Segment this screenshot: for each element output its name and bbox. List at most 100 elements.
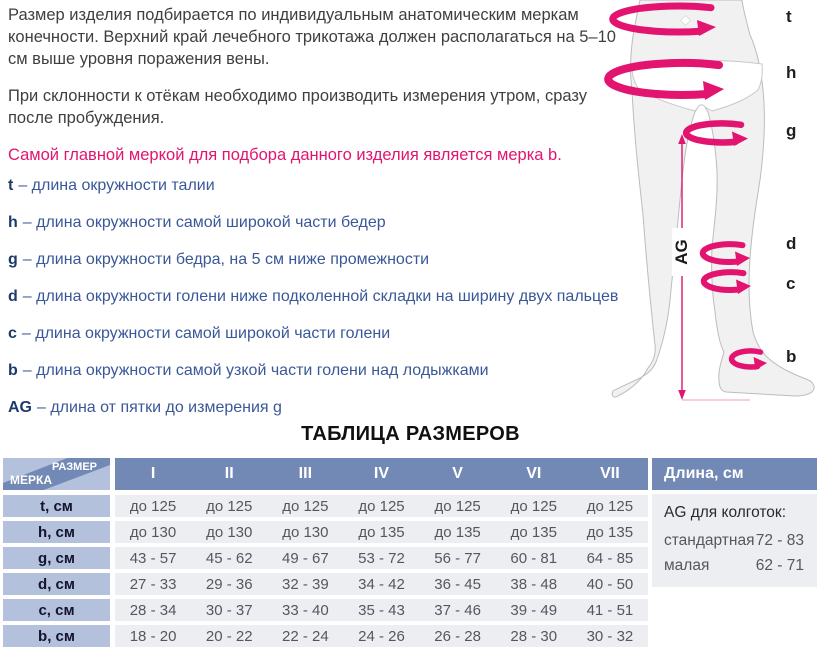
measure-key: d (8, 288, 18, 305)
table-cell: до 135 (434, 523, 481, 541)
list-item: c – длина окружности самой широкой части … (8, 324, 622, 343)
size-table: РАЗМЕР МЕРКА I II III IV V VI VII t, см … (3, 458, 648, 649)
column-header: VII (600, 465, 620, 482)
table-cell: 34 - 42 (358, 575, 405, 593)
label-b: b (786, 347, 796, 366)
column-header: IV (373, 465, 390, 482)
length-option-row: стандартная 72 - 83 (664, 532, 804, 550)
table-cell: до 125 (586, 497, 634, 515)
length-panel: Длина, см AG для колготок: стандартная 7… (652, 458, 817, 587)
table-cell: 36 - 45 (434, 575, 481, 593)
length-panel-subtitle: AG для колготок: (664, 504, 786, 521)
list-item: t – длина окружности талии (8, 176, 622, 195)
table-cell: до 135 (586, 523, 634, 541)
table-cell: 27 - 33 (129, 575, 177, 593)
arrow-g (682, 120, 748, 146)
table-cell: 29 - 36 (205, 575, 253, 593)
measure-desc: – длина окружности бедра, на 5 см ниже п… (22, 251, 430, 268)
size-column-headers: I II III IV V VI VII (115, 458, 648, 490)
measurement-definitions-list: t – длина окружности талии h – длина окруж… (8, 176, 622, 417)
table-row: t, см до 125 до 125 до 125 до 125 до 125… (3, 495, 648, 517)
column-header: II (224, 465, 234, 482)
legs-figure-illustration: AG (604, 0, 815, 401)
table-cell: до 125 (434, 497, 481, 515)
table-cell: до 125 (510, 497, 557, 515)
table-cell: до 130 (129, 523, 177, 541)
list-item: g – длина окружности бедра, на 5 см ниже … (8, 250, 622, 269)
intro-section: Размер изделия подбирается по индивидуал… (8, 4, 622, 435)
row-label: g, см (3, 547, 110, 569)
row-cells: 28 - 34 30 - 37 33 - 40 35 - 43 37 - 46 … (115, 599, 648, 621)
table-cell: 45 - 62 (205, 549, 253, 567)
table-cell: 20 - 22 (205, 627, 253, 645)
table-cell: 49 - 67 (282, 549, 329, 567)
measure-desc: – длина окружности голени ниже подколенн… (22, 288, 619, 305)
table-cell: 38 - 48 (510, 575, 558, 593)
ag-label-backing (672, 228, 692, 276)
column-header: III (298, 465, 313, 482)
row-label: t, см (3, 495, 110, 517)
table-cell: 30 - 37 (205, 601, 253, 619)
measure-arrows (604, 2, 767, 370)
measure-key: b (8, 362, 18, 379)
length-option-name: малая (664, 557, 710, 574)
ag-label: AG (672, 239, 691, 265)
measure-desc: – длина окружности самой узкой части гол… (22, 362, 489, 379)
table-row: h, см до 130 до 130 до 130 до 135 до 135… (3, 521, 648, 543)
column-header: VI (526, 465, 542, 482)
table-cell: 24 - 26 (358, 627, 405, 645)
waist-marker-diamond (679, 14, 692, 27)
table-cell: 35 - 43 (358, 601, 405, 619)
table-cell: до 130 (206, 523, 253, 541)
label-h: h (786, 63, 796, 82)
table-cell: 37 - 46 (434, 601, 481, 619)
arrow-c (700, 269, 751, 294)
table-cell: 28 - 30 (510, 627, 558, 645)
table-cell: 41 - 51 (586, 601, 634, 619)
row-cells: до 130 до 130 до 130 до 135 до 135 до 13… (115, 521, 648, 543)
corner-measure-label: МЕРКА (10, 473, 52, 487)
table-cell: до 135 (510, 523, 557, 541)
arrow-t (609, 2, 716, 36)
list-item: AG – длина от пятки до измерения g (8, 398, 622, 417)
length-panel-header: Длина, см (652, 458, 817, 490)
intro-highlight-note: Самой главной меркой для подбора данного… (8, 146, 562, 164)
table-cell: 33 - 40 (282, 601, 329, 619)
label-c: c (786, 274, 795, 293)
table-cell: 43 - 57 (129, 549, 177, 567)
table-cell: 40 - 50 (586, 575, 634, 593)
measure-desc: – длина от пятки до измерения g (37, 399, 282, 416)
table-cell: до 135 (358, 523, 405, 541)
table-cell: до 125 (129, 497, 177, 515)
length-panel-body: AG для колготок: стандартная 72 - 83 мал… (652, 494, 817, 587)
measure-key: c (8, 325, 17, 342)
table-row: b, см 18 - 20 20 - 22 22 - 24 24 - 26 26… (3, 625, 648, 647)
intro-paragraph-1: Размер изделия подбирается по индивидуал… (8, 6, 616, 68)
table-cell: 39 - 49 (510, 601, 558, 619)
table-cell: до 125 (358, 497, 405, 515)
column-header: I (150, 465, 156, 482)
table-cell: до 125 (282, 497, 329, 515)
label-d: d (786, 234, 796, 253)
list-item: h – длина окружности самой широкой части … (8, 213, 622, 232)
measure-key: g (8, 251, 18, 268)
length-option-value: 72 - 83 (755, 532, 804, 549)
length-option-name: стандартная (664, 532, 755, 549)
measure-key: AG (8, 399, 32, 416)
corner-size-label: РАЗМЕР (51, 461, 97, 473)
label-t: t (786, 7, 792, 26)
measure-key: h (8, 214, 18, 231)
measure-desc: – длина окружности самой широкой части б… (22, 214, 386, 231)
row-label: h, см (3, 521, 110, 543)
column-header: V (452, 465, 463, 482)
row-label: c, см (3, 599, 110, 621)
table-cell: 26 - 28 (434, 627, 481, 645)
intro-paragraph-2: При склонности к отёкам необходимо произ… (8, 87, 587, 127)
row-cells: 27 - 33 29 - 36 32 - 39 34 - 42 36 - 45 … (115, 573, 648, 595)
table-cell: 28 - 34 (129, 601, 177, 619)
table-cell: 22 - 24 (282, 627, 329, 645)
length-option-row: малая 62 - 71 (664, 557, 804, 575)
arrow-d (699, 241, 750, 266)
list-item: b – длина окружности самой узкой части го… (8, 361, 622, 380)
